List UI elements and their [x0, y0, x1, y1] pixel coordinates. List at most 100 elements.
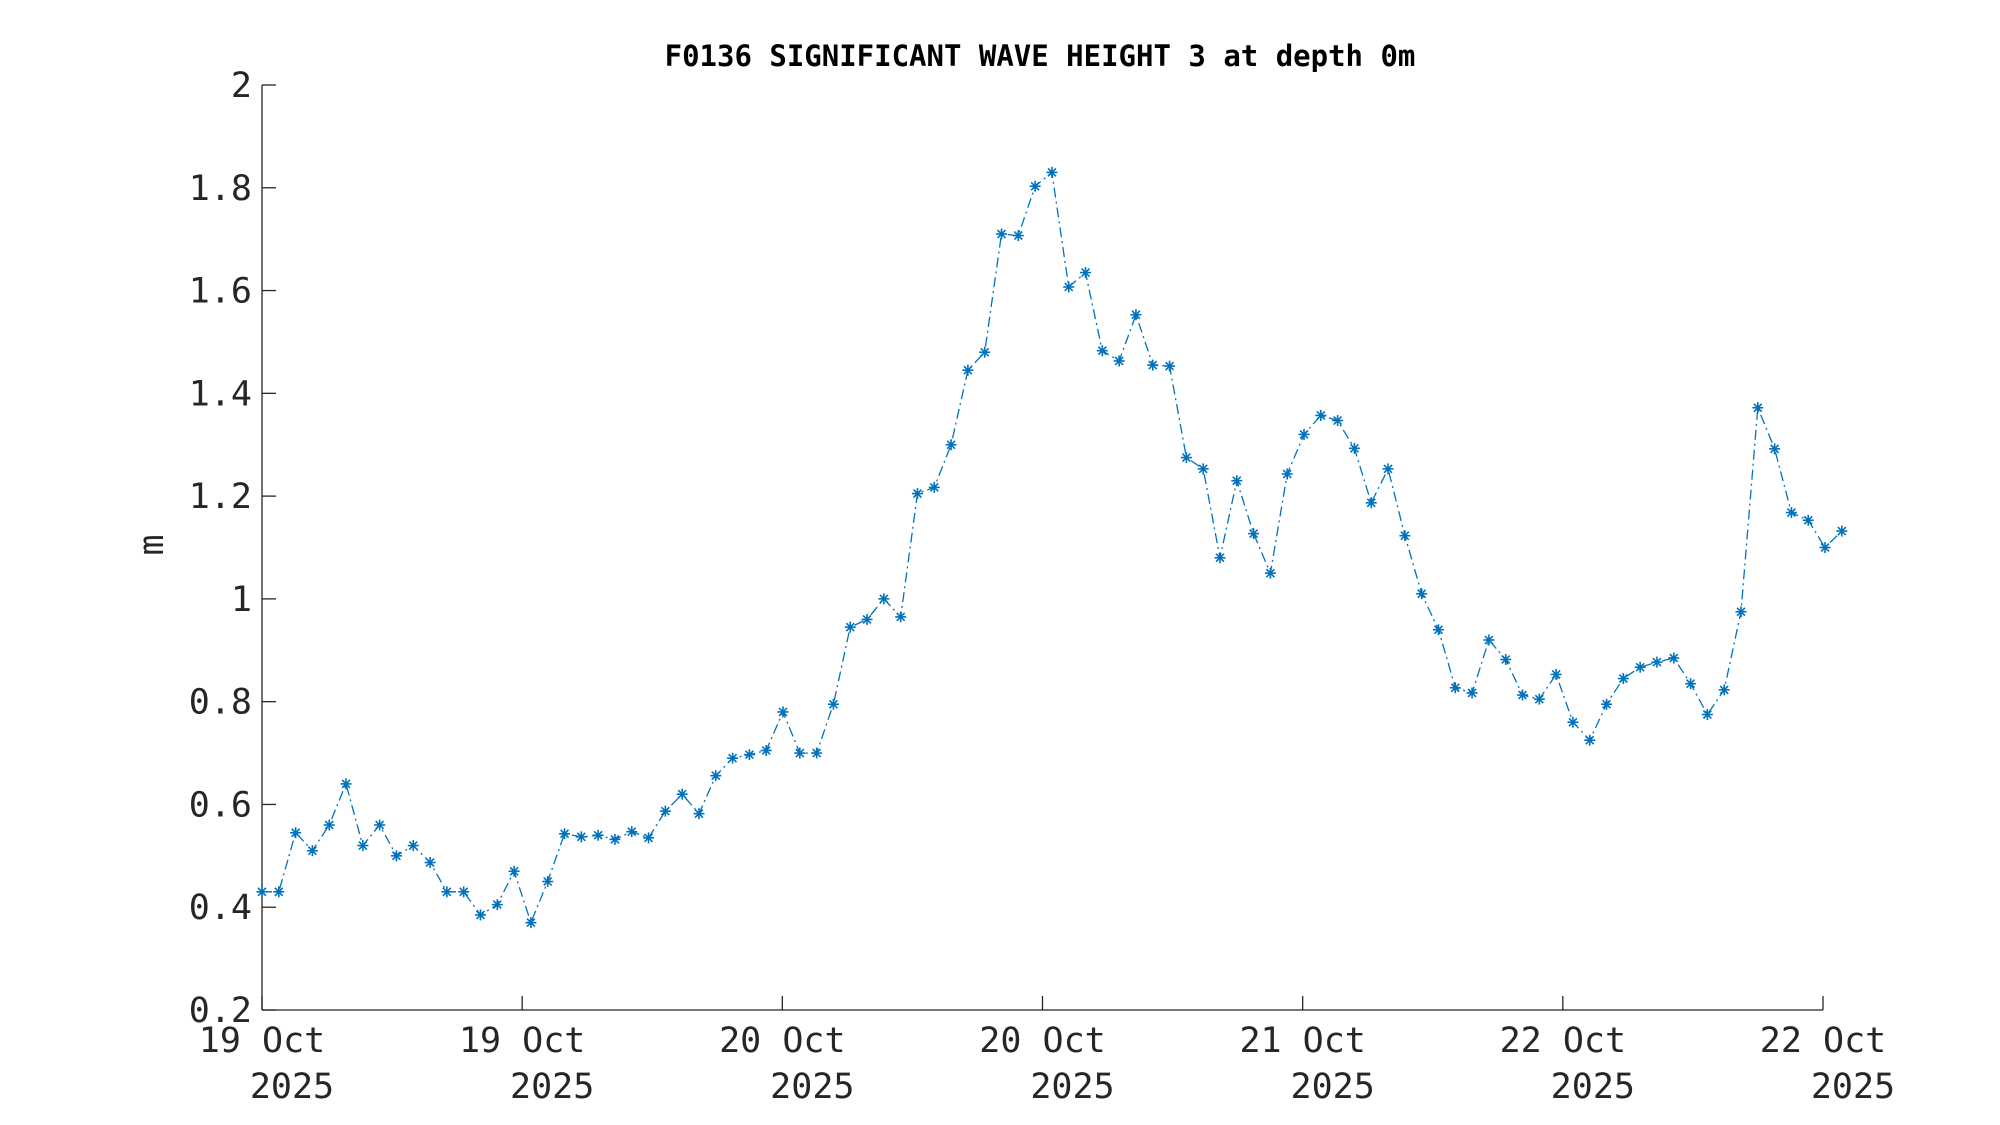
data-point-marker	[1096, 345, 1108, 357]
data-point-marker	[1466, 687, 1478, 699]
data-point-marker	[1348, 442, 1360, 454]
x-tick-label-year: 2025	[1291, 1067, 1375, 1107]
x-tick-label-date: 20 Oct	[979, 1021, 1105, 1061]
data-point-marker	[777, 706, 789, 718]
y-tick-label: 2	[231, 66, 252, 106]
data-point-marker	[1668, 652, 1680, 664]
data-point-marker	[1399, 530, 1411, 542]
x-tick-label-year: 2025	[510, 1067, 594, 1107]
data-point-marker	[844, 621, 856, 633]
data-point-marker	[575, 831, 587, 843]
data-point-marker	[609, 833, 621, 845]
y-tick-label: 0.4	[189, 888, 252, 928]
data-point-marker	[542, 876, 554, 888]
data-point-marker	[374, 819, 386, 831]
y-tick-label: 0.2	[189, 991, 252, 1031]
data-point-marker	[1517, 689, 1529, 701]
data-point-marker	[1315, 409, 1327, 421]
data-point-marker	[1147, 359, 1159, 371]
data-point-marker	[1248, 528, 1260, 540]
data-point-marker	[1298, 428, 1310, 440]
data-point-marker	[1365, 497, 1377, 509]
data-point-marker	[1063, 281, 1075, 293]
data-point-marker	[508, 865, 520, 877]
data-point-marker	[727, 752, 739, 764]
data-point-marker	[1264, 567, 1276, 579]
data-point-marker	[945, 439, 957, 451]
data-point-marker	[1332, 415, 1344, 427]
data-point-marker	[256, 886, 268, 898]
data-point-marker	[592, 829, 604, 841]
data-point-marker	[794, 747, 806, 759]
data-point-marker	[710, 770, 722, 782]
data-point-marker	[306, 845, 318, 857]
data-point-marker	[979, 346, 991, 358]
chart-title: F0136 SIGNIFICANT WAVE HEIGHT 3 at depth…	[665, 39, 1416, 73]
data-point-marker	[995, 228, 1007, 240]
data-point-marker	[626, 826, 638, 838]
data-point-marker	[1567, 716, 1579, 728]
y-tick-label: 0.6	[189, 785, 252, 825]
data-point-marker	[1432, 624, 1444, 636]
data-point-marker	[1836, 525, 1848, 537]
data-point-marker	[1802, 514, 1814, 526]
axes: 0.2 0.4 0.6 0.8 1 1.2 1.4 1.6 1.8 2 19 Oct 2025 19 O…	[189, 66, 1895, 1107]
data-point-marker	[676, 788, 688, 800]
data-point-marker	[1483, 634, 1495, 646]
data-point-marker	[1500, 654, 1512, 666]
data-point-marker	[1197, 463, 1209, 475]
data-point-marker	[827, 698, 839, 710]
data-point-marker	[895, 611, 907, 623]
data-point-marker	[1231, 475, 1243, 487]
x-tick-label-year: 2025	[1811, 1067, 1895, 1107]
y-tick-label: 1	[231, 580, 252, 620]
x-tick-label-date: 19 Oct	[459, 1021, 585, 1061]
y-axis-label: m	[132, 534, 172, 555]
x-tick-label-year: 2025	[1551, 1067, 1635, 1107]
data-point-marker	[1617, 673, 1629, 685]
y-tick-label: 0.8	[189, 683, 252, 723]
data-point-marker	[1113, 355, 1125, 367]
data-point-marker	[1130, 309, 1142, 321]
x-tick-label-date: 20 Oct	[719, 1021, 845, 1061]
data-point-marker	[1685, 678, 1697, 690]
data-point-marker	[1164, 360, 1176, 372]
data-point-marker	[273, 886, 285, 898]
data-point-marker	[659, 805, 671, 817]
data-point-marker	[1029, 180, 1041, 192]
data-point-marker	[390, 850, 402, 862]
data-point-marker	[1634, 661, 1646, 673]
data-point-marker	[525, 917, 537, 929]
data-point-marker	[1651, 656, 1663, 668]
data-point-marker	[1449, 682, 1461, 694]
x-tick-label-date: 22 Oct	[1760, 1021, 1886, 1061]
series-line	[262, 171, 1843, 925]
y-tick-label: 1.6	[189, 272, 252, 312]
data-point-marker	[743, 749, 755, 761]
data-point-marker	[1769, 443, 1781, 455]
data-point-marker	[1601, 698, 1613, 710]
data-point-marker	[1785, 507, 1797, 519]
data-point-marker	[1080, 267, 1092, 279]
x-tick-label-date: 22 Oct	[1500, 1021, 1626, 1061]
data-point-marker	[693, 808, 705, 820]
data-point-marker	[1533, 693, 1545, 705]
data-point-marker	[290, 827, 302, 839]
data-point-marker	[491, 899, 503, 911]
data-point-marker	[323, 819, 335, 831]
x-tick-label-date: 19 Oct	[199, 1021, 325, 1061]
data-point-marker	[1735, 606, 1747, 618]
data-point-marker	[1281, 468, 1293, 480]
y-tick-label: 1.2	[189, 477, 252, 517]
data-point-marker	[1584, 734, 1596, 746]
data-point-marker	[1382, 463, 1394, 475]
data-point-marker	[424, 857, 436, 869]
data-point-marker	[760, 744, 772, 756]
x-tick-label-year: 2025	[770, 1067, 854, 1107]
data-point-marker	[458, 886, 470, 898]
data-point-marker	[474, 909, 486, 921]
y-tick-label: 1.8	[189, 169, 252, 209]
data-point-marker	[861, 613, 873, 625]
data-point-marker	[559, 828, 571, 840]
